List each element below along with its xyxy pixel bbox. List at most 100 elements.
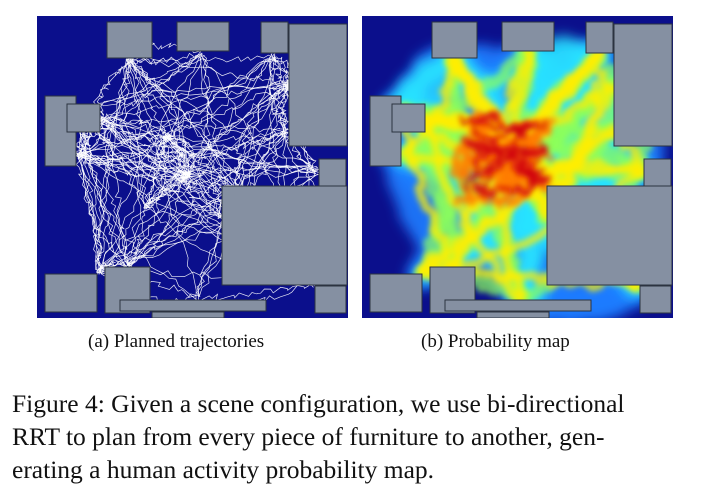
figure-caption-line-3: erating a human activity probability map… bbox=[12, 455, 435, 484]
trajectory-path bbox=[80, 83, 290, 112]
furniture-layer bbox=[44, 21, 348, 318]
furniture-block bbox=[176, 21, 230, 52]
trajectory-path bbox=[79, 111, 316, 173]
trajectory-path bbox=[81, 56, 131, 160]
trajectory-path bbox=[79, 155, 320, 176]
trajectory-path bbox=[78, 154, 182, 169]
trajectory-path bbox=[121, 59, 148, 210]
trajectory-path bbox=[76, 153, 198, 301]
heat-stroke bbox=[416, 252, 442, 277]
trajectory-path bbox=[145, 172, 189, 208]
trajectory-path bbox=[129, 60, 316, 173]
furniture-block bbox=[44, 273, 98, 313]
furniture-block bbox=[369, 273, 423, 313]
trajectory-path bbox=[272, 56, 289, 90]
trajectory-path bbox=[187, 164, 314, 179]
trajectory-path bbox=[164, 133, 189, 179]
trajectory-path bbox=[95, 60, 133, 274]
figure-caption-line-2: RRT to plan from every piece of furnitur… bbox=[12, 422, 605, 451]
trajectory-path bbox=[166, 132, 239, 192]
trajectory-path bbox=[177, 154, 221, 216]
trajectory-path bbox=[126, 58, 190, 180]
trajectory-lines bbox=[74, 42, 320, 307]
furniture-block bbox=[221, 185, 348, 286]
trajectory-path bbox=[185, 170, 238, 190]
trajectory-path bbox=[128, 60, 187, 175]
trajectory-path bbox=[97, 116, 112, 274]
heatmap-plot bbox=[362, 16, 673, 318]
heat-stroke bbox=[398, 52, 463, 158]
trajectory-path bbox=[76, 152, 184, 161]
trajectory-path bbox=[183, 57, 211, 174]
trajectory-path bbox=[131, 58, 236, 192]
furniture-block bbox=[318, 158, 347, 188]
furniture-block bbox=[431, 21, 478, 59]
trajectory-path bbox=[187, 127, 289, 175]
trajectory-path bbox=[129, 132, 287, 266]
trajectory-path bbox=[76, 153, 130, 270]
trajectory-path bbox=[98, 57, 202, 270]
trajectory-path bbox=[127, 57, 197, 301]
trajectory-path bbox=[103, 120, 184, 159]
furniture-block bbox=[613, 23, 673, 147]
furniture-block bbox=[151, 311, 225, 318]
furniture-block bbox=[476, 311, 550, 318]
furniture-block bbox=[391, 103, 426, 133]
heat-stroke bbox=[484, 120, 533, 186]
trajectory-path bbox=[278, 85, 290, 134]
figure-caption-line-1: Figure 4: Given a scene configuration, w… bbox=[12, 389, 625, 418]
trajectory-path bbox=[75, 158, 127, 269]
trajectory-path bbox=[105, 118, 286, 143]
trajectory-path bbox=[100, 121, 131, 268]
trajectory-path bbox=[78, 112, 101, 271]
trajectory-path bbox=[78, 62, 129, 159]
furniture-block bbox=[106, 21, 153, 59]
trajectory-path bbox=[144, 135, 169, 209]
probability-map-panel bbox=[362, 16, 673, 318]
trajectory-path bbox=[98, 52, 273, 274]
furniture-block bbox=[585, 21, 614, 54]
trajectory-path bbox=[126, 131, 287, 266]
furniture-layer bbox=[369, 21, 673, 318]
trajectory-path bbox=[96, 61, 132, 124]
subcaption-b: (b) Probability map bbox=[421, 331, 570, 352]
trajectory-path bbox=[101, 117, 289, 134]
trajectory-path bbox=[164, 58, 277, 135]
heat-stroke bbox=[498, 172, 540, 197]
trajectory-path bbox=[143, 172, 187, 209]
trajectory-path bbox=[77, 56, 271, 154]
trajectory-path bbox=[169, 56, 271, 137]
trajectory-path bbox=[270, 85, 289, 131]
trajectory-path bbox=[145, 134, 171, 210]
heat-stroke bbox=[398, 104, 456, 268]
trajectory-path bbox=[80, 152, 191, 175]
trajectory-path bbox=[148, 83, 285, 204]
trajectory-path bbox=[76, 112, 130, 266]
trajectory-path bbox=[97, 212, 222, 271]
trajectory-path bbox=[233, 82, 288, 186]
trajectory-path bbox=[167, 132, 316, 173]
trajectory-path bbox=[99, 51, 201, 121]
figure-caption: Figure 4: Given a scene configuration, w… bbox=[12, 387, 712, 486]
trajectory-path bbox=[131, 63, 236, 191]
furniture-block bbox=[639, 285, 672, 314]
trajectory-path bbox=[125, 52, 203, 66]
trajectory-plot bbox=[37, 16, 348, 318]
heat-band bbox=[459, 110, 551, 200]
furniture-block bbox=[314, 285, 347, 314]
furniture-block bbox=[444, 299, 592, 312]
trajectory-path bbox=[125, 59, 187, 176]
trajectory-path bbox=[193, 281, 316, 301]
trajectory-path bbox=[77, 82, 291, 114]
trajectory-path bbox=[78, 56, 201, 112]
furniture-block bbox=[119, 299, 267, 312]
furniture-block bbox=[260, 21, 289, 54]
trajectory-path bbox=[77, 109, 102, 272]
furniture-block bbox=[288, 23, 348, 147]
trajectory-path bbox=[79, 154, 239, 190]
furniture-block bbox=[66, 103, 101, 133]
subcaption-a: (a) Planned trajectories bbox=[88, 331, 265, 352]
heat-stroke bbox=[461, 137, 542, 167]
heat-stroke bbox=[459, 115, 547, 133]
heat-stroke bbox=[390, 48, 468, 123]
